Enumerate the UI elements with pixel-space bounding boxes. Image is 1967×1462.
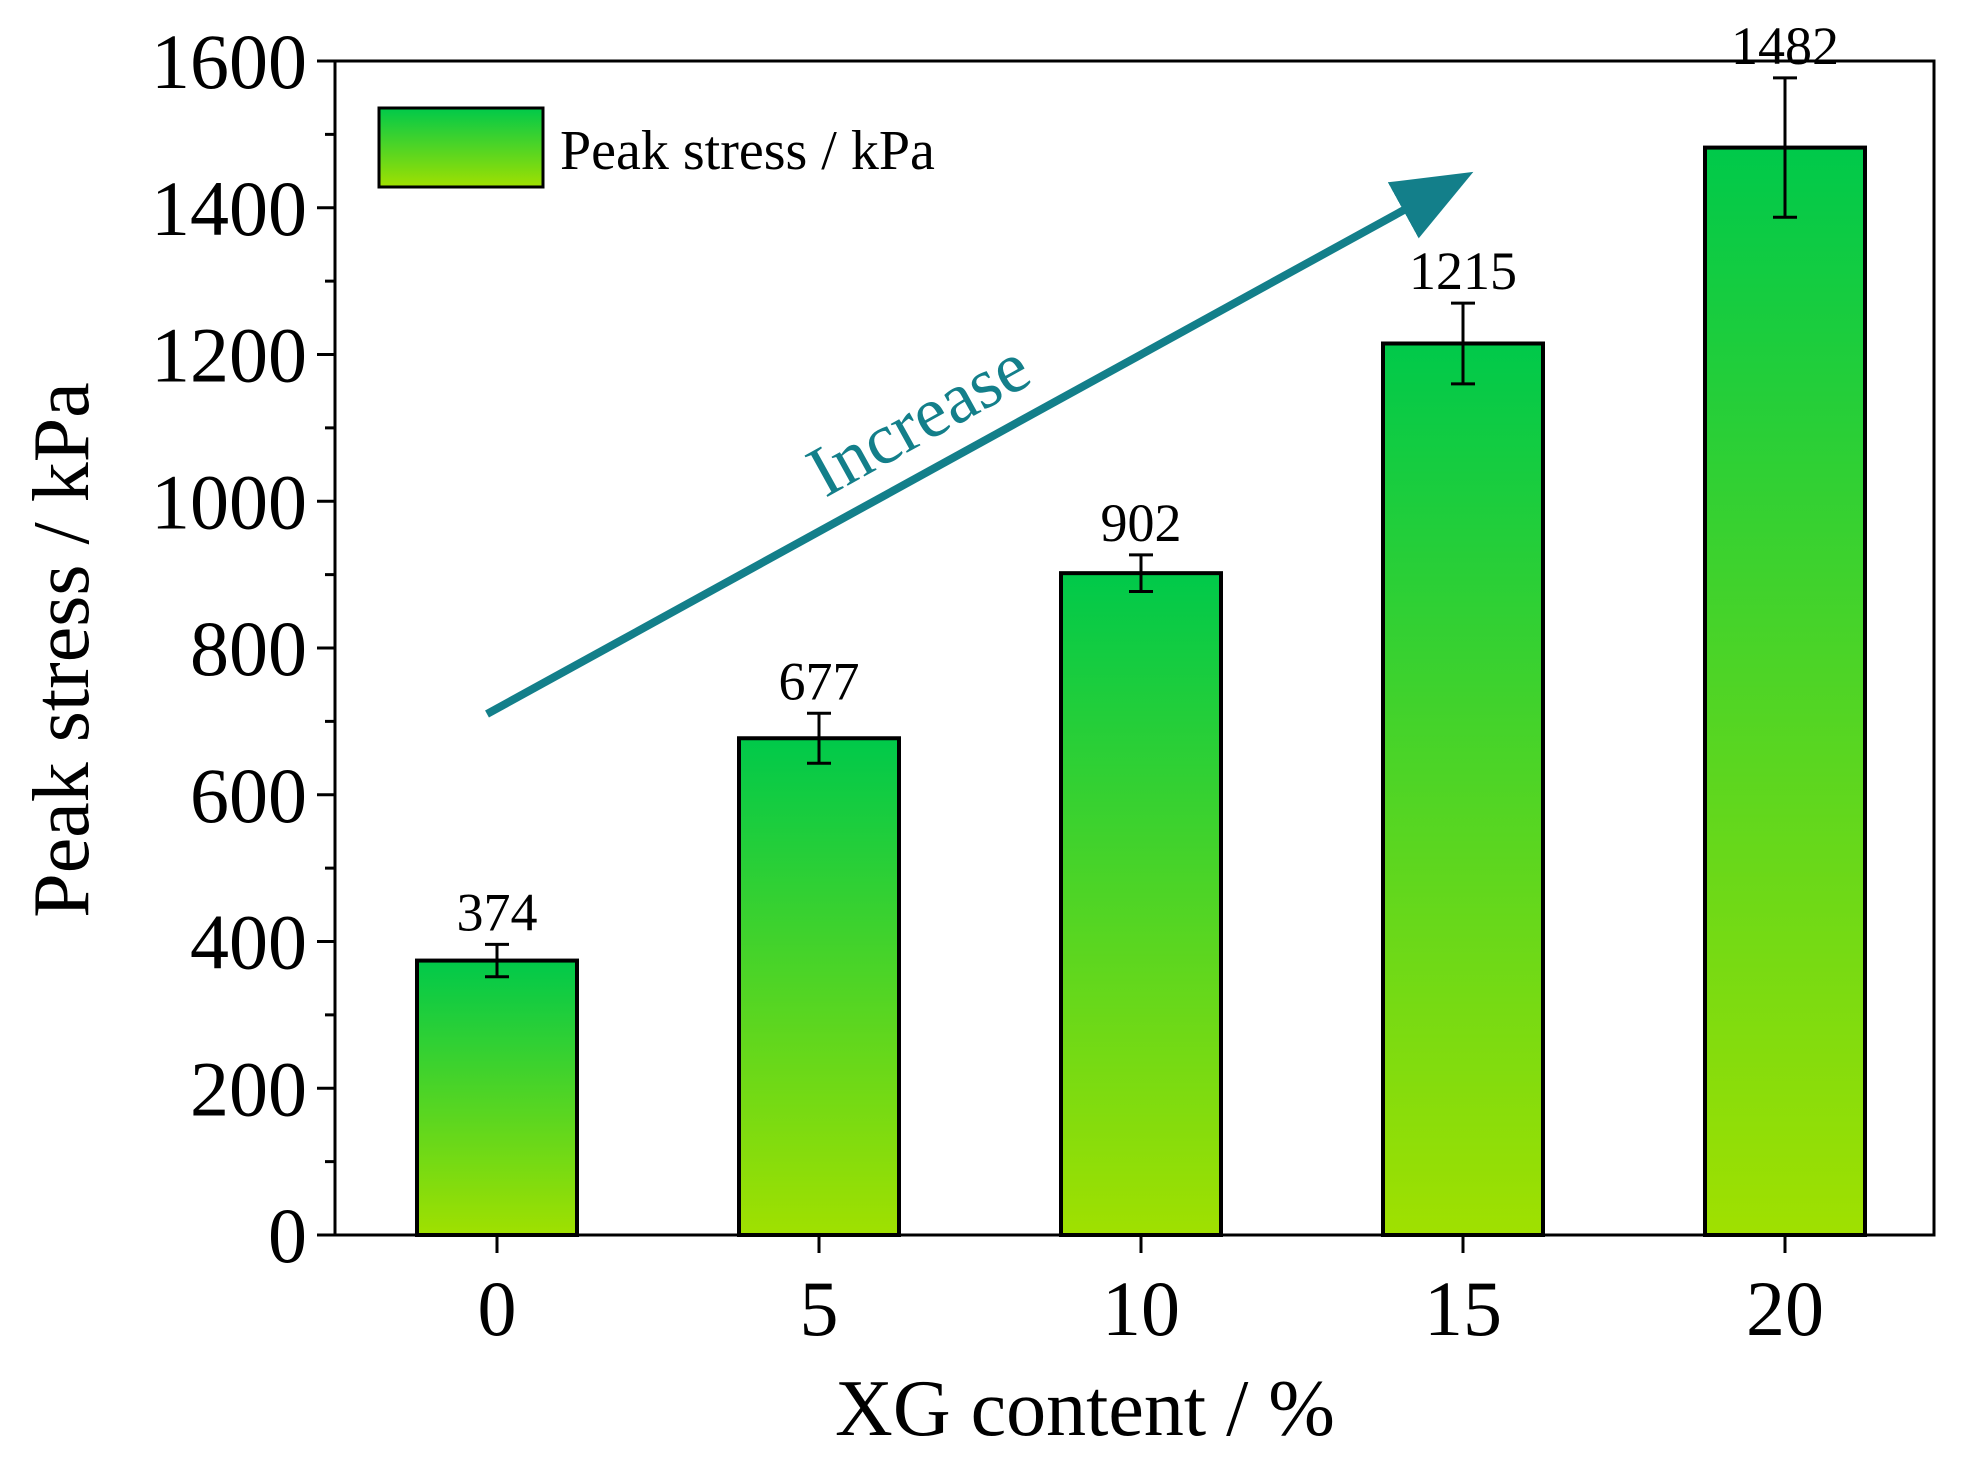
y-tick-label: 1400 (151, 165, 307, 252)
x-axis-title: XG content / % (835, 1365, 1335, 1453)
bar (1703, 145, 1867, 1237)
x-axis: 0 5 10 15 20 (478, 1217, 1824, 1352)
error-bars (485, 76, 1797, 979)
legend-label: Peak stress / kPa (560, 120, 935, 182)
x-tick-label: 0 (478, 1265, 517, 1352)
y-tick-label: 0 (268, 1192, 307, 1279)
legend-swatch (377, 106, 545, 189)
data-label: 902 (1101, 493, 1182, 553)
x-tick-label: 5 (800, 1265, 839, 1352)
bar (1059, 571, 1223, 1237)
y-tick-label: 1000 (151, 458, 307, 545)
y-tick-label: 600 (190, 752, 307, 839)
y-tick-label: 200 (190, 1045, 307, 1132)
x-tick-label: 15 (1424, 1265, 1502, 1352)
bar (737, 736, 901, 1237)
y-axis-title: Peak stress / kPa (18, 382, 106, 918)
data-label: 1482 (1731, 16, 1839, 76)
data-labels: 374 677 902 1215 1482 (457, 16, 1840, 943)
data-label: 677 (779, 651, 860, 711)
x-tick-label: 20 (1746, 1265, 1824, 1352)
y-axis: 0 200 400 600 800 1000 1200 1400 1600 (151, 18, 335, 1279)
data-label: 374 (457, 882, 538, 942)
y-tick-label: 1200 (151, 312, 307, 399)
bar (1381, 341, 1545, 1237)
legend: Peak stress / kPa (377, 106, 935, 189)
annotation-increase-text: Increase (794, 326, 1043, 512)
y-tick-label: 800 (190, 605, 307, 692)
data-label: 1215 (1409, 241, 1517, 301)
y-tick-label: 1600 (151, 18, 307, 105)
bar (415, 958, 579, 1237)
y-tick-label: 400 (190, 899, 307, 986)
bars (415, 145, 1867, 1237)
x-tick-label: 10 (1102, 1265, 1180, 1352)
increase-arrow (485, 171, 1474, 718)
